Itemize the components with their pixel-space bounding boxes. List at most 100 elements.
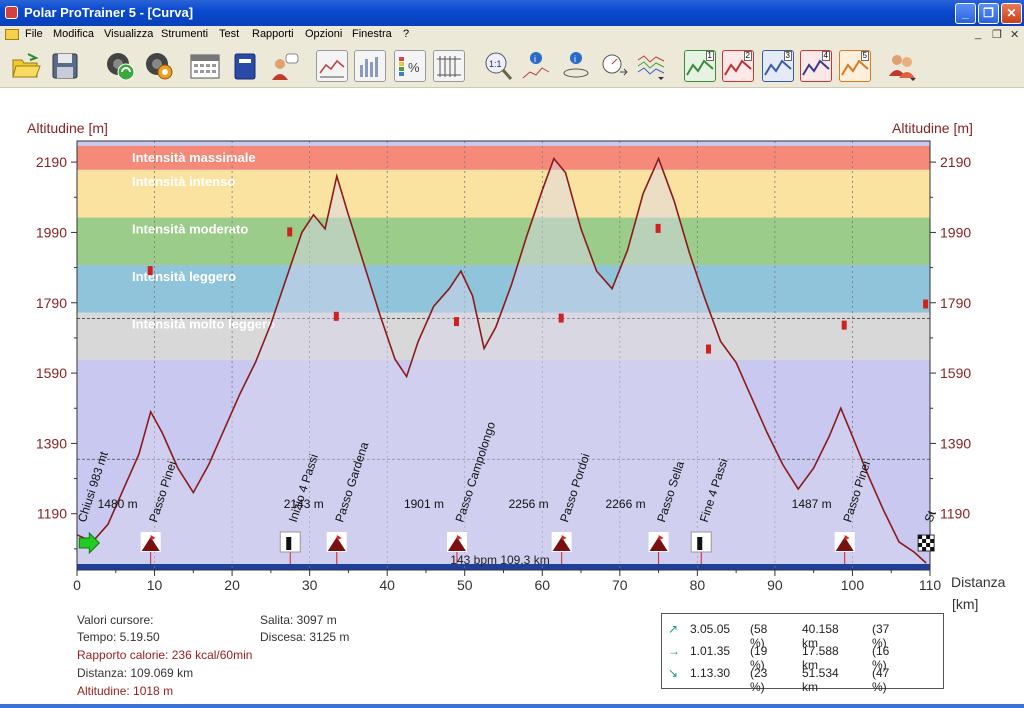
svg-text:1:1: 1:1 (489, 59, 502, 69)
start-arrow-icon (78, 531, 101, 555)
sport-zone-2-icon[interactable]: 2 (722, 50, 754, 82)
summary-time: 1.01.35 (690, 644, 731, 658)
y-tick-label-right: 1590 (940, 365, 971, 381)
zoom-1-1-icon[interactable]: 1:1 (482, 50, 514, 82)
sport-zone-1-icon[interactable]: 1 (684, 50, 716, 82)
mdi-minimize-button[interactable]: _ (975, 28, 982, 40)
calendar-icon[interactable] (189, 50, 221, 82)
marker-shape (286, 537, 292, 550)
window-title: Polar ProTrainer 5 - [Curva] (24, 5, 194, 20)
x-axis-label: Distanza (951, 574, 1006, 590)
bar-view-icon[interactable] (354, 50, 386, 82)
info-chart-icon[interactable]: i (520, 50, 552, 82)
menu-strumenti[interactable]: Strumenti (161, 28, 209, 40)
minimize-button[interactable]: _ (955, 3, 976, 24)
menu-finestra[interactable]: Finestra (352, 28, 392, 40)
y-axis-label-left: Altitudine [m] (27, 120, 108, 136)
waypoint-finish[interactable]: St (917, 508, 939, 552)
info-nav-icon[interactable]: i (560, 50, 592, 82)
percent-icon[interactable]: % (394, 50, 426, 82)
zone-band (77, 312, 930, 361)
y-tick-label-right: 1990 (940, 224, 971, 240)
mountain-shape (649, 537, 668, 551)
menu-help[interactable]: ? (403, 28, 410, 40)
menu-visualizza[interactable]: Visualizza (104, 28, 154, 40)
waypoint-altitude: 2143 m (284, 497, 324, 511)
mdi-restore-button[interactable]: ❐ (992, 29, 1002, 41)
y-tick-label-right: 1390 (940, 435, 971, 451)
x-tick-label: 90 (767, 577, 783, 593)
hr-marker (558, 313, 564, 323)
downhill-arrow-icon: ↘ (668, 666, 679, 680)
summary-time: 1.13.30 (690, 666, 731, 680)
mdi-close-button[interactable]: ✕ (1010, 29, 1020, 41)
summary-distance-pct: (16 %) (872, 644, 890, 672)
y-tick-label-left: 1790 (36, 295, 67, 311)
title-bar: Polar ProTrainer 5 - [Curva] _ ❐ ✕ (0, 0, 1024, 26)
x-axis-unit: [km] (952, 596, 978, 612)
diary-icon[interactable] (229, 50, 261, 82)
save-icon[interactable] (49, 50, 81, 82)
mountain-shape (835, 537, 854, 551)
menu-file[interactable]: File (25, 28, 43, 40)
slope-summary-box: ↗ 3.05.05 (58 %) 40.158 km (37 %) → 1.01… (661, 613, 944, 694)
checker-square (918, 543, 923, 547)
table-icon[interactable] (433, 50, 465, 82)
uphill-arrow-icon: ↗ (668, 622, 679, 636)
zone-band (77, 169, 930, 218)
checker-square (930, 547, 935, 551)
y-tick-label-left: 1390 (36, 435, 67, 451)
y-tick-label-left: 1990 (36, 224, 67, 240)
y-tick-label-left: 1590 (36, 365, 67, 381)
y-axis-label-right: Altitudine [m] (892, 120, 973, 136)
toolbar: % 1:1 i i 1 2 3 4 5 (0, 44, 1024, 88)
document-menu-icon[interactable] (5, 29, 19, 40)
sport-zone-3-icon[interactable]: 3 (762, 50, 794, 82)
speedometer-icon[interactable] (598, 50, 630, 82)
summary-time-pct: (58 %) (750, 622, 768, 650)
altitude-line[interactable] (76, 156, 927, 564)
mountain-shape (141, 537, 160, 551)
person-icon[interactable] (268, 50, 300, 82)
cursor-altitude: Altitudine: 1018 m (77, 684, 174, 698)
cursor-time: Tempo: 5.19.50 (77, 630, 160, 644)
x-tick-label: 70 (612, 577, 628, 593)
sport-zone-4-icon[interactable]: 4 (800, 50, 832, 82)
app-icon (5, 6, 18, 19)
curve-view-icon[interactable] (316, 50, 348, 82)
x-tick-label: 100 (841, 577, 865, 593)
flat-arrow-icon: → (668, 644, 680, 658)
maximize-button[interactable]: ❐ (978, 3, 999, 24)
zone-band (77, 217, 930, 266)
settings-icon[interactable] (143, 50, 175, 82)
users-icon[interactable] (886, 50, 918, 82)
close-button[interactable]: ✕ (1001, 3, 1022, 24)
mountain-shape (552, 537, 571, 551)
checker-square (926, 543, 931, 547)
x-tick-label: 30 (302, 577, 318, 593)
open-folder-icon[interactable] (10, 50, 42, 82)
sync-icon[interactable] (104, 50, 136, 82)
checker-square (922, 547, 927, 551)
zone-4-label: 4 (821, 51, 830, 61)
summary-row-uphill: ↗ 3.05.05 (58 %) 40.158 km (37 %) (668, 622, 889, 650)
flag-shape (561, 535, 567, 540)
waypoint-altitude: 2256 m (509, 497, 549, 511)
mountain-shape (447, 537, 466, 551)
x-tick-label: 20 (224, 577, 240, 593)
altitude-chart[interactable]: Intensità massimale Intensità intenso Inte… (0, 88, 1024, 613)
hr-marker (333, 311, 339, 321)
x-tick-label: 80 (690, 577, 706, 593)
multi-curve-icon[interactable] (636, 50, 668, 82)
zone-label: Intensità massimale (132, 150, 256, 165)
ascent-value: Salita: 3097 m (260, 613, 337, 627)
menu-opzioni[interactable]: Opzioni (305, 28, 343, 40)
menu-test[interactable]: Test (219, 28, 240, 40)
sport-zone-5-icon[interactable]: 5 (839, 50, 871, 82)
menu-modifica[interactable]: Modifica (53, 28, 94, 40)
summary-time: 3.05.05 (690, 622, 731, 636)
menu-rapporti[interactable]: Rapporti (252, 28, 294, 40)
hr-marker (923, 299, 929, 309)
zone-1-label: 1 (705, 51, 714, 61)
flag-shape (150, 535, 156, 540)
